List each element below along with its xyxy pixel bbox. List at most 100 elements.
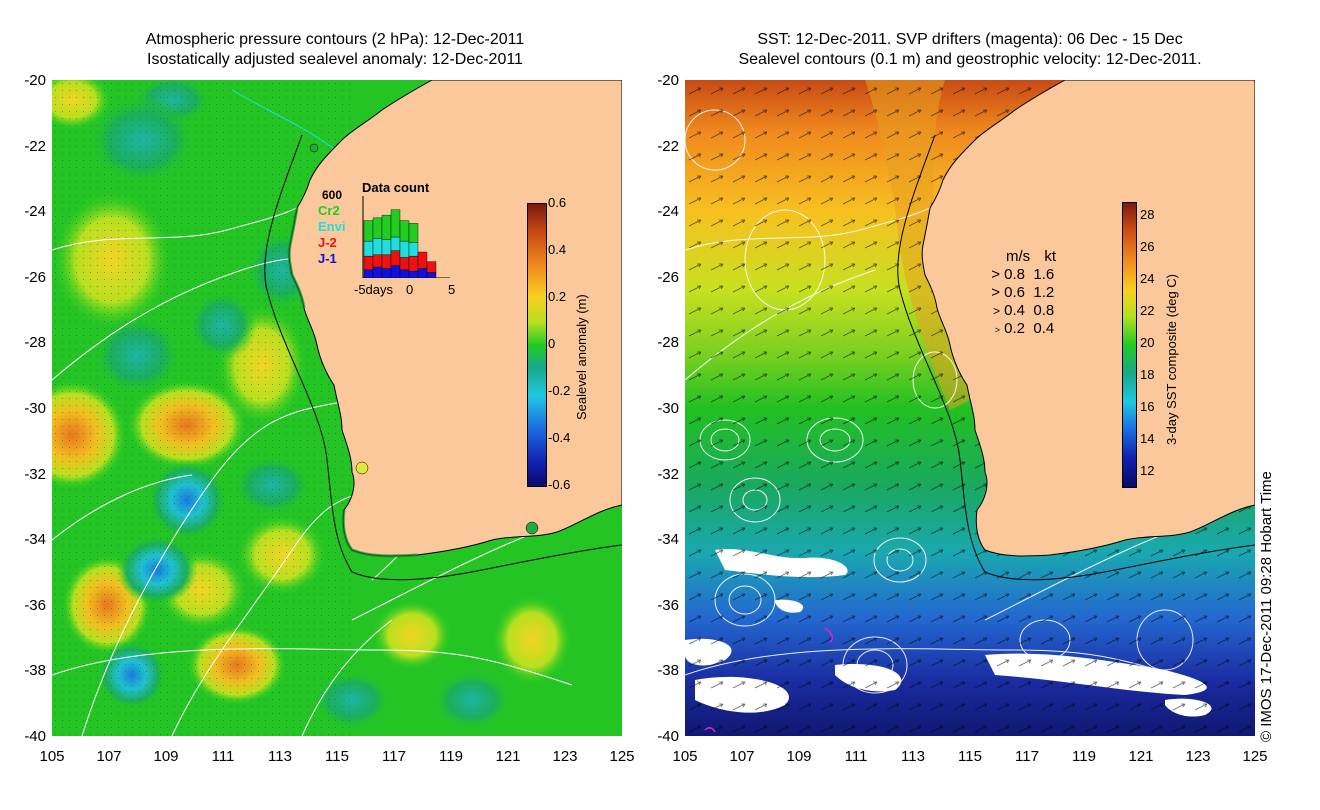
- sst-colorbar: [1122, 202, 1137, 488]
- colorbar-tick-label: 0: [548, 336, 556, 351]
- latitude-tick-label: -34: [24, 531, 46, 549]
- colorbar-tick-label: 24: [1140, 271, 1155, 286]
- vector-arrow-icon: >: [992, 304, 1000, 318]
- colorbar-tick-label: -0.6: [548, 477, 571, 492]
- count-bar-j2: [426, 261, 437, 273]
- colorbar-tick-label: 12: [1140, 463, 1155, 478]
- latitude-tick-label: -26: [657, 268, 679, 286]
- colorbar-tick-label: -0.4: [548, 430, 571, 445]
- latitude-tick-label: -30: [24, 400, 46, 417]
- count-bar-envi: [381, 239, 392, 255]
- longitude-tick-label: 117: [382, 748, 406, 765]
- count-bar-envi: [363, 240, 374, 257]
- imos-credit: © IMOS 17-Dec-2011 09:28 Hobart Time: [1258, 471, 1275, 742]
- velocity-kt: 0.8: [1033, 302, 1055, 319]
- count-bar-envi: [372, 238, 383, 255]
- latitude-tick-label: -34: [657, 531, 679, 549]
- vector-arrow-icon: >: [991, 284, 1000, 301]
- count-bar-j2: [408, 255, 419, 272]
- velocity-kt: 1.6: [1033, 266, 1055, 283]
- colorbar-tick-label: 18: [1140, 367, 1155, 382]
- sst-colorbar-label: 3-day SST composite (deg C): [1164, 274, 1179, 445]
- latitude-tick-label: -22: [24, 137, 46, 155]
- longitude-tick-label: 125: [609, 748, 635, 765]
- latitude-tick-label: -38: [657, 662, 679, 680]
- data-count-inset: Data count 600 Cr2 Envi J-2 J-1 -5days 0…: [300, 178, 470, 303]
- shelf-edge-line: [264, 134, 622, 581]
- longitude-tick-label: 121: [495, 748, 521, 765]
- inset-xlabel-zero: 0: [406, 282, 414, 297]
- longitude-tick-label: 107: [96, 748, 122, 765]
- tide-gauge-marker-south: [525, 521, 539, 535]
- sla-colorbar: [527, 203, 547, 487]
- inset-title: Data count: [362, 180, 430, 195]
- velocity-ms: 0.4: [1004, 302, 1026, 319]
- longitude-tick-label: 119: [439, 748, 463, 765]
- count-bar-j2: [381, 254, 392, 269]
- count-bar-cr2: [408, 223, 419, 243]
- longitude-tick-label: 105: [39, 748, 65, 765]
- left-title-line2: Isostatically adjusted sealevel anomaly:…: [147, 51, 523, 68]
- longitude-tick-label: 111: [211, 748, 235, 765]
- velocity-kt: 1.2: [1033, 284, 1055, 301]
- right-title-line1: SST: 12-Dec-2011. SVP drifters (magenta)…: [757, 31, 1183, 48]
- count-bar-cr2: [363, 220, 374, 242]
- count-bar-envi: [390, 236, 401, 251]
- latitude-tick-label: -28: [24, 334, 46, 352]
- sst-shelf-edge-line: [897, 134, 1255, 581]
- longitude-tick-label: 105: [672, 748, 698, 765]
- colorbar-tick-label: 22: [1140, 303, 1155, 318]
- right-panel-title: SST: 12-Dec-2011. SVP drifters (magenta)…: [690, 30, 1250, 70]
- colorbar-tick-label: 14: [1140, 431, 1155, 446]
- count-bar-j2: [372, 254, 383, 268]
- count-bar-j1: [372, 266, 383, 278]
- velocity-legend: m/s kt > 0.8 1.6 > 0.6 1.2 > 0.4 0.8 > 0…: [980, 248, 1056, 339]
- longitude-tick-label: 115: [325, 748, 349, 765]
- count-bar-j2: [417, 251, 428, 269]
- velocity-ms: 0.8: [1004, 266, 1026, 283]
- latitude-tick-label: -40: [657, 728, 679, 745]
- data-count-bars: [362, 196, 450, 278]
- latitude-tick-label: -22: [657, 137, 679, 155]
- tide-gauge-marker-north: [309, 143, 319, 153]
- count-bar-envi: [399, 240, 410, 258]
- count-bar-j1: [381, 268, 392, 278]
- vector-arrow-icon: >: [991, 266, 1000, 283]
- velocity-ms: 0.2: [1004, 320, 1026, 337]
- legend-envi: Envi: [318, 219, 346, 234]
- longitude-tick-label: 123: [552, 748, 578, 765]
- colorbar-tick-label: 20: [1140, 335, 1155, 350]
- count-bar-j1: [426, 272, 437, 278]
- colorbar-tick-label: 16: [1140, 399, 1155, 414]
- longitude-tick-label: 125: [1242, 748, 1268, 765]
- colorbar-tick-label: 0.6: [548, 195, 567, 210]
- longitude-tick-label: 109: [153, 748, 179, 765]
- count-bar-cr2: [372, 217, 383, 239]
- count-bar-j2: [390, 250, 401, 266]
- longitude-tick-label: 113: [901, 748, 925, 765]
- velocity-row: > 0.8 1.6: [980, 266, 1056, 284]
- count-bar-cr2: [399, 220, 410, 242]
- colorbar-tick-label: 0.4: [548, 242, 567, 257]
- velocity-row: > 0.4 0.8: [980, 302, 1056, 320]
- latitude-tick-label: -20: [657, 72, 679, 89]
- legend-j2: J-2: [318, 235, 337, 250]
- left-title-line1: Atmospheric pressure contours (2 hPa): 1…: [145, 31, 525, 48]
- land-australia-sst: [921, 80, 1255, 557]
- vector-arrow-icon: >: [994, 325, 1000, 335]
- longitude-tick-label: 121: [1128, 748, 1154, 765]
- count-bar-cr2: [390, 209, 401, 238]
- colorbar-tick-label: 28: [1140, 207, 1155, 222]
- coastal-fringe: [287, 207, 418, 558]
- longitude-tick-label: 123: [1185, 748, 1211, 765]
- velocity-header-ms: m/s: [1006, 248, 1031, 265]
- latitude-tick-label: -26: [24, 268, 46, 286]
- count-bar-j1: [390, 265, 401, 278]
- legend-cr2: Cr2: [318, 203, 340, 218]
- latitude-tick-label: -28: [657, 334, 679, 352]
- longitude-tick-label: 109: [786, 748, 812, 765]
- sla-sample-dots: [52, 80, 352, 736]
- latitude-tick-label: -24: [657, 203, 679, 221]
- count-bar-j2: [399, 257, 410, 271]
- latitude-tick-label: -24: [24, 203, 46, 221]
